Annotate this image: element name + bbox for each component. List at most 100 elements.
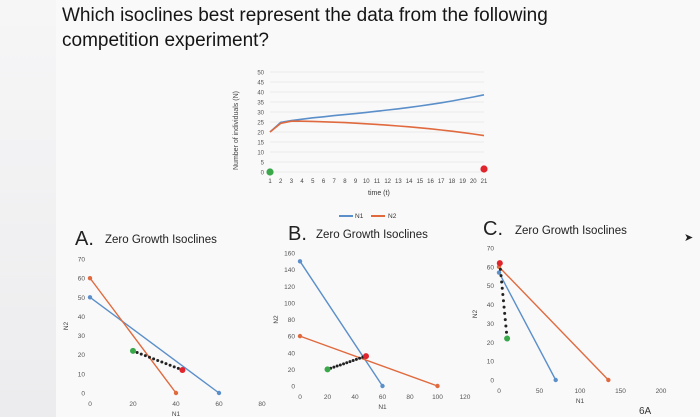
y-tick-label: 70 <box>78 257 86 264</box>
trajectory-end <box>496 260 503 267</box>
y-tick-label: 15 <box>257 141 264 147</box>
y-tick-label: 30 <box>78 333 86 340</box>
panel-a-chart: 0 10 20 30 40 50 60 70 0 20 40 60 80 N2 N1 <box>63 257 266 417</box>
trajectory-dot <box>139 352 143 356</box>
x-tick-label: 50 <box>536 388 544 395</box>
y-tick-label: 60 <box>78 276 86 283</box>
endpoint-marker <box>480 165 488 173</box>
trajectory-dot <box>501 293 505 297</box>
isocline-endpoint <box>87 295 93 300</box>
x-tick-label: 11 <box>374 179 381 185</box>
x-tick-label: 150 <box>615 388 626 395</box>
x-tick-label: 15 <box>416 179 423 185</box>
trajectory-dot <box>351 359 355 363</box>
y-axis-label: N2 <box>273 315 280 324</box>
x-tick-label: 100 <box>575 388 586 395</box>
isocline-line <box>89 296 220 394</box>
panel-c-title: Zero Growth Isoclines <box>515 225 627 237</box>
trajectory-start <box>130 347 136 354</box>
y-tick-label: 45 <box>257 81 264 87</box>
y-tick-label: 10 <box>257 151 264 157</box>
y-tick-label: 25 <box>257 121 264 127</box>
y-tick-label: 35 <box>257 101 264 107</box>
trajectory-dot <box>147 355 151 359</box>
isocline-endpoint <box>173 390 179 396</box>
trajectory-dot <box>500 286 504 290</box>
x-tick-label: 12 <box>384 179 391 185</box>
y-tick-label: 20 <box>288 367 296 374</box>
y-tick-label: 140 <box>284 267 295 274</box>
x-tick-label: 8 <box>343 179 347 185</box>
x-tick-label: 14 <box>406 179 413 185</box>
y-tick-label: 0 <box>490 378 494 385</box>
x-tick-label: 2 <box>279 179 283 185</box>
question-text: Which isoclines best represent the data … <box>62 5 548 51</box>
x-axis-label: N1 <box>576 398 585 405</box>
y-tick-label: 0 <box>261 171 265 177</box>
x-tick-label: 21 <box>481 179 488 185</box>
trajectory-dot <box>168 363 172 367</box>
trajectory-dot <box>504 330 508 334</box>
x-axis-label: N1 <box>378 404 387 411</box>
x-tick-label: 120 <box>460 394 471 401</box>
trajectory-dot <box>502 305 506 309</box>
trajectory-dot <box>338 363 342 367</box>
x-tick-label: 10 <box>363 179 370 185</box>
y-tick-label: 20 <box>78 352 86 359</box>
y-tick-label: 120 <box>284 284 295 291</box>
isocline-line <box>498 272 557 381</box>
panel-b-title: Zero Growth Isoclines <box>316 229 428 241</box>
trajectory-dot <box>160 360 164 364</box>
y-tick-label: 80 <box>288 317 296 324</box>
y-tick-label: 40 <box>487 302 495 309</box>
x-tick-label: 17 <box>438 179 445 185</box>
top-legend: N1 N2 <box>339 213 397 220</box>
y-tick-label: 20 <box>257 131 264 137</box>
x-tick-label: 1 <box>268 179 272 185</box>
y-tick-label: 60 <box>487 264 495 271</box>
trajectory-dot <box>172 365 176 369</box>
x-tick-label: 20 <box>324 394 332 401</box>
isocline-endpoint <box>553 377 558 383</box>
x-tick-label: 3 <box>290 179 294 185</box>
panel-a-title: Zero Growth Isoclines <box>105 234 217 246</box>
x-tick-label: 0 <box>298 394 302 401</box>
isocline-line <box>89 277 177 394</box>
isocline-endpoint <box>297 259 303 264</box>
trajectory-start <box>324 366 331 373</box>
trajectory-dot <box>135 350 139 354</box>
trajectory-dot <box>156 358 160 362</box>
trajectory-dot <box>345 361 349 365</box>
footer-fragment: 6A <box>639 406 652 417</box>
x-tick-label: 40 <box>172 401 180 408</box>
x-tick-label: 80 <box>258 401 266 408</box>
trajectory-dot <box>503 318 507 322</box>
top-x-axis-label: time (t) <box>368 190 390 197</box>
x-tick-label: 0 <box>497 388 501 395</box>
isocline-endpoint <box>435 383 440 389</box>
x-tick-label: 40 <box>351 394 359 401</box>
x-tick-label: 5 <box>311 179 315 185</box>
x-tick-label: 16 <box>427 179 434 185</box>
x-tick-label: 20 <box>470 179 477 185</box>
trajectory-dot <box>499 274 503 278</box>
trajectory-dot <box>354 357 358 361</box>
x-tick-label: 200 <box>656 388 667 395</box>
x-axis-label: N1 <box>172 411 181 417</box>
trajectory-end <box>179 367 186 374</box>
y-tick-label: 0 <box>81 391 85 398</box>
isocline-endpoint <box>606 377 611 383</box>
y-tick-label: 100 <box>284 300 295 307</box>
trajectory-dot <box>164 362 168 366</box>
y-tick-label: 10 <box>487 359 495 366</box>
trajectory-dot <box>143 354 147 358</box>
panel-b-chart: 0 20 40 60 80 100 120 140 160 0 20 40 60 80 100 120 N2 N1 <box>273 251 471 412</box>
isocline-endpoint <box>297 333 303 339</box>
isocline-endpoint <box>496 270 502 275</box>
y-tick-label: 40 <box>288 350 296 357</box>
top-y-axis-label: Number of individuals (N) <box>233 91 240 170</box>
y-tick-label: 40 <box>257 91 264 97</box>
y-axis-label: N2 <box>472 309 479 318</box>
